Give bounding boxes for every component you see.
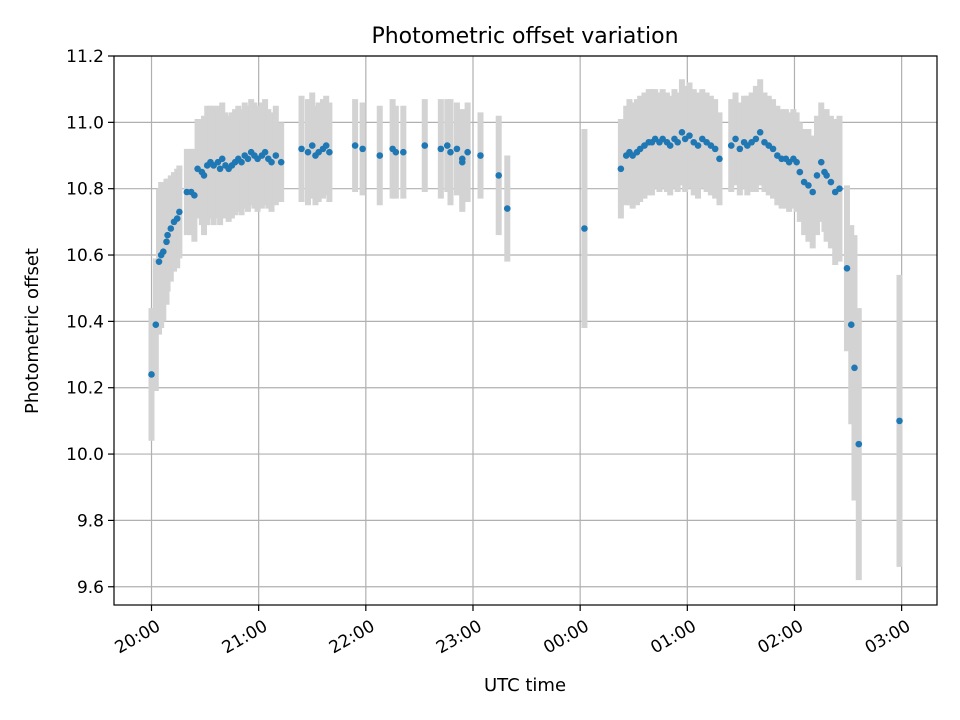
data-point xyxy=(851,364,858,372)
data-point xyxy=(308,142,316,149)
data-point xyxy=(400,148,407,156)
data-point xyxy=(674,138,681,146)
y-tick-label: 10.2 xyxy=(66,379,104,399)
data-point xyxy=(809,188,816,196)
data-point xyxy=(272,152,280,159)
data-point xyxy=(464,148,471,156)
data-point xyxy=(756,128,764,136)
data-point xyxy=(458,158,466,166)
data-point xyxy=(244,155,252,163)
data-point xyxy=(836,185,843,192)
plot-frame xyxy=(113,55,938,606)
y-tick-label: 11.2 xyxy=(66,47,104,67)
data-point xyxy=(376,152,384,159)
y-tick-label: 9.8 xyxy=(77,511,104,531)
data-point xyxy=(351,142,359,149)
y-axis-ticks: 9.6 9.8 10.0 10.2 10.4 10.6 10.8 11.0 11.2 xyxy=(66,47,114,598)
data-point xyxy=(453,145,461,153)
data-point xyxy=(678,128,686,136)
data-point xyxy=(477,152,484,159)
data-point xyxy=(200,172,208,179)
data-point xyxy=(164,231,171,239)
data-point xyxy=(495,172,503,179)
y-tick-label: 11.0 xyxy=(66,113,104,133)
data-point xyxy=(827,178,835,186)
data-point xyxy=(805,182,812,189)
data-point xyxy=(218,155,226,163)
data-point xyxy=(421,142,429,149)
data-point xyxy=(437,145,445,153)
data-point xyxy=(443,142,451,149)
data-point xyxy=(796,168,804,176)
y-tick-label: 10.6 xyxy=(66,246,104,266)
y-tick-label: 10.0 xyxy=(66,445,104,465)
data-point xyxy=(823,172,830,179)
data-point xyxy=(359,145,366,153)
data-point xyxy=(238,158,245,166)
data-point xyxy=(191,192,198,199)
data-point xyxy=(155,258,163,265)
data-point xyxy=(581,225,588,232)
data-point xyxy=(298,145,305,153)
data-point xyxy=(148,371,155,378)
data-point xyxy=(176,208,183,216)
x-axis-label: UTC time xyxy=(484,675,566,696)
data-point xyxy=(896,417,903,425)
data-point xyxy=(304,148,312,156)
data-point xyxy=(322,142,330,149)
data-point xyxy=(855,440,863,448)
data-point xyxy=(666,142,674,149)
data-point xyxy=(793,158,800,166)
chart-title: Photometric offset variation xyxy=(371,24,678,49)
data-point xyxy=(261,148,269,156)
data-point xyxy=(392,148,400,156)
data-point xyxy=(727,142,735,149)
data-point xyxy=(769,145,777,153)
data-point xyxy=(167,225,175,232)
data-point xyxy=(152,321,160,328)
data-point xyxy=(711,145,719,153)
data-point xyxy=(817,158,825,166)
data-point xyxy=(686,132,693,139)
data-point xyxy=(173,215,181,222)
y-tick-label: 10.4 xyxy=(66,312,104,332)
data-point xyxy=(447,148,454,156)
data-point xyxy=(503,205,511,212)
data-point xyxy=(732,135,739,143)
data-point xyxy=(617,165,625,173)
data-point xyxy=(216,165,224,173)
data-point xyxy=(159,248,167,256)
data-points xyxy=(148,128,903,448)
data-point xyxy=(277,158,285,166)
data-point xyxy=(847,321,855,328)
data-point xyxy=(843,265,851,272)
data-point xyxy=(326,148,333,156)
y-tick-label: 9.6 xyxy=(77,578,104,598)
data-point xyxy=(268,158,275,166)
data-point xyxy=(694,142,702,149)
data-point xyxy=(163,238,170,246)
y-tick-label: 10.8 xyxy=(66,180,104,200)
data-point xyxy=(813,172,821,179)
data-point xyxy=(752,135,760,143)
data-point xyxy=(736,145,744,153)
y-axis-label: Photometric offset xyxy=(22,248,43,414)
data-point xyxy=(716,155,723,163)
